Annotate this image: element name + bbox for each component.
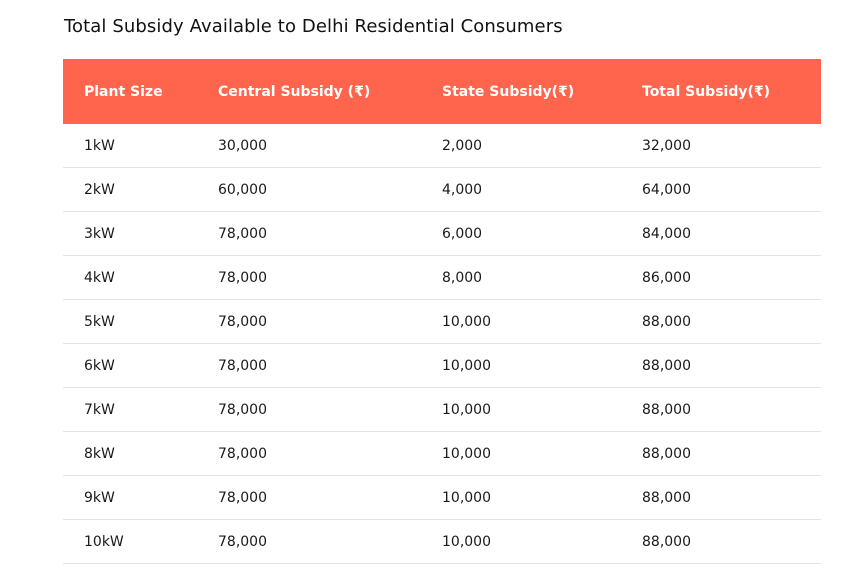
table-row: 6kW 78,000 10,000 88,000: [63, 343, 821, 388]
cell-total-subsidy: 88,000: [642, 343, 821, 388]
table-row: 10kW 78,000 10,000 88,000: [63, 519, 821, 564]
cell-central-subsidy: 78,000: [218, 343, 442, 388]
header-total-subsidy: Total Subsidy(₹): [642, 83, 771, 100]
cell-state-subsidy: 10,000: [442, 299, 642, 344]
header-plant-size: Plant Size: [84, 83, 163, 100]
cell-central-subsidy: 60,000: [218, 167, 442, 212]
table-row: 2kW 60,000 4,000 64,000: [63, 167, 821, 212]
page-title: Total Subsidy Available to Delhi Residen…: [64, 16, 563, 37]
cell-total-subsidy: 86,000: [642, 255, 821, 300]
subsidy-table-container: Plant Size Central Subsidy (₹) State Sub…: [63, 59, 821, 564]
cell-plant-size: 2kW: [63, 167, 218, 212]
header-state-subsidy: State Subsidy(₹): [442, 83, 575, 100]
table-row: 9kW 78,000 10,000 88,000: [63, 475, 821, 520]
table-row: 7kW 78,000 10,000 88,000: [63, 387, 821, 432]
cell-central-subsidy: 78,000: [218, 475, 442, 520]
table-header: Plant Size Central Subsidy (₹) State Sub…: [63, 59, 821, 124]
cell-plant-size: 1kW: [63, 124, 218, 168]
cell-state-subsidy: 2,000: [442, 124, 642, 168]
table-row: 1kW 30,000 2,000 32,000: [63, 124, 821, 168]
cell-total-subsidy: 88,000: [642, 519, 821, 564]
cell-central-subsidy: 78,000: [218, 255, 442, 300]
cell-state-subsidy: 10,000: [442, 387, 642, 432]
cell-central-subsidy: 30,000: [218, 124, 442, 168]
cell-central-subsidy: 78,000: [218, 299, 442, 344]
cell-plant-size: 6kW: [63, 343, 218, 388]
cell-central-subsidy: 78,000: [218, 211, 442, 256]
table-row: 5kW 78,000 10,000 88,000: [63, 299, 821, 344]
cell-total-subsidy: 84,000: [642, 211, 821, 256]
table-row: 3kW 78,000 6,000 84,000: [63, 211, 821, 256]
cell-state-subsidy: 10,000: [442, 343, 642, 388]
cell-total-subsidy: 32,000: [642, 124, 821, 168]
cell-state-subsidy: 6,000: [442, 211, 642, 256]
table-row: 8kW 78,000 10,000 88,000: [63, 431, 821, 476]
table-body: 1kW 30,000 2,000 32,000 2kW 60,000 4,000…: [63, 124, 821, 564]
cell-state-subsidy: 4,000: [442, 167, 642, 212]
cell-state-subsidy: 10,000: [442, 475, 642, 520]
cell-state-subsidy: 10,000: [442, 519, 642, 564]
cell-plant-size: 10kW: [63, 519, 218, 564]
cell-central-subsidy: 78,000: [218, 387, 442, 432]
table-row: 4kW 78,000 8,000 86,000: [63, 255, 821, 300]
header-central-subsidy: Central Subsidy (₹): [218, 83, 371, 100]
table-header-row: Plant Size Central Subsidy (₹) State Sub…: [63, 59, 821, 124]
cell-plant-size: 8kW: [63, 431, 218, 476]
subsidy-table: Plant Size Central Subsidy (₹) State Sub…: [63, 59, 821, 564]
cell-plant-size: 3kW: [63, 211, 218, 256]
cell-plant-size: 7kW: [63, 387, 218, 432]
cell-total-subsidy: 88,000: [642, 299, 821, 344]
cell-central-subsidy: 78,000: [218, 519, 442, 564]
cell-total-subsidy: 88,000: [642, 387, 821, 432]
cell-plant-size: 5kW: [63, 299, 218, 344]
cell-state-subsidy: 10,000: [442, 431, 642, 476]
cell-plant-size: 4kW: [63, 255, 218, 300]
cell-total-subsidy: 88,000: [642, 475, 821, 520]
cell-total-subsidy: 64,000: [642, 167, 821, 212]
cell-state-subsidy: 8,000: [442, 255, 642, 300]
cell-plant-size: 9kW: [63, 475, 218, 520]
cell-total-subsidy: 88,000: [642, 431, 821, 476]
cell-central-subsidy: 78,000: [218, 431, 442, 476]
